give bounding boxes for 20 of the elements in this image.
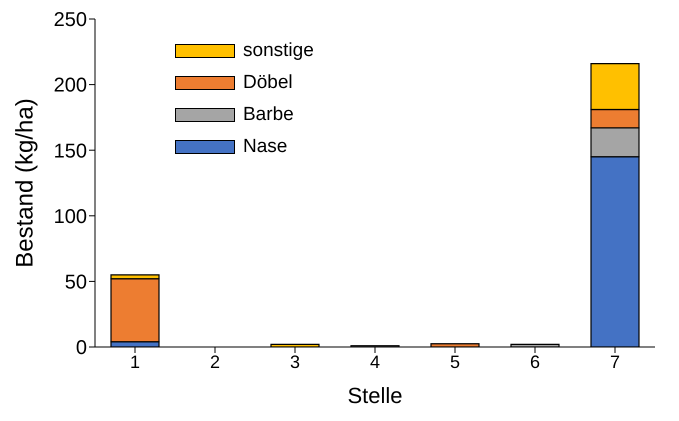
legend-label: Barbe <box>243 104 294 126</box>
x-tick-label: 3 <box>290 352 300 372</box>
x-tick-label: 4 <box>370 352 380 372</box>
legend-label: Döbel <box>243 72 293 94</box>
y-tick-label: 50 <box>64 272 87 294</box>
y-tick-label: 250 <box>54 9 87 32</box>
bar <box>110 278 160 342</box>
y-tick-label: 0 <box>76 337 87 360</box>
x-tick-label: 1 <box>130 352 140 372</box>
x-tick-label: 6 <box>530 352 540 372</box>
x-tick-label: 7 <box>610 352 620 372</box>
y-axis-title: Bestand (kg/ha) <box>12 98 39 268</box>
legend-label: sonstige <box>243 40 314 62</box>
y-tick-label: 200 <box>54 74 87 97</box>
y-tick-label: 150 <box>54 140 87 162</box>
x-tick-label: 5 <box>450 352 460 372</box>
y-tick-label: 100 <box>54 206 87 228</box>
x-tick-label: 2 <box>210 352 220 372</box>
x-axis-title: Stelle <box>347 383 403 408</box>
legend-label: Nase <box>243 136 288 158</box>
